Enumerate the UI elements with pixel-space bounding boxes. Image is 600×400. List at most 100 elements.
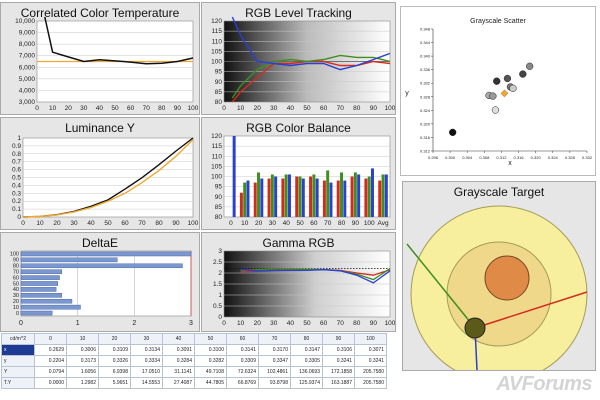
table-cell: 0.3241 — [354, 355, 387, 367]
cct-ytick-label: 7,000 — [19, 53, 36, 60]
rgb-level-tracking-ytick-label: 105 — [211, 48, 222, 55]
grayscale-scatter-point — [493, 77, 501, 85]
deltae-bar — [20, 293, 62, 298]
rgb-color-balance-xtick-label: Avg — [378, 220, 389, 227]
luminance-xtick-label: 10 — [36, 220, 44, 227]
table-cell: 66.8769 — [226, 377, 259, 389]
rgb-level-tracking-xtick-label: 20 — [254, 105, 262, 112]
grayscale-scatter-point — [509, 84, 517, 92]
grayscale-scatter-y-label: y — [405, 90, 409, 97]
rgb-color-balance-title: RGB Color Balance — [246, 121, 351, 135]
luminance-ytick-label: 0.5 — [12, 175, 21, 182]
deltae-bar — [20, 275, 60, 280]
deltae-bar — [20, 310, 53, 316]
rgb-color-balance-green-bar — [340, 172, 343, 217]
rgb-color-balance-green-bar — [367, 176, 371, 217]
gamma-rgb-xtick-label: 30 — [270, 320, 278, 327]
rgb-level-tracking-title: RGB Level Tracking — [245, 6, 352, 20]
deltae-bar — [20, 251, 192, 257]
rgb-color-balance-xtick-label: 30 — [269, 220, 277, 227]
gamma-rgb-xtick-label: 50 — [303, 320, 311, 327]
cct-ytick-label: 3,000 — [19, 99, 36, 106]
gamma-rgb-plot: 00.511.522.530 10 20 30 40 50 60 70 80 90 100 — [213, 248, 395, 327]
deltae-ytick-label: 90 — [13, 258, 19, 264]
gamma-rgb-ytick-label: 1.5 — [213, 281, 222, 288]
rgb-color-balance-green-bar — [312, 174, 316, 217]
rgb-color-balance-xtick-label: 10 — [241, 220, 249, 227]
grayscale-scatter-xtick-label: 0.320 — [531, 155, 542, 160]
target-inner-ring — [484, 255, 530, 301]
table-cell: 125.9374 — [290, 377, 323, 389]
table-row: T.Y 0.0000 1.2982 5.9651 14.5553 27.4087 44.78… — [1, 377, 387, 389]
grayscale-scatter-ytick-label: 0.332 — [420, 81, 431, 86]
table-cell: 17.0510 — [130, 366, 163, 378]
rgb-color-balance-ytick-label: 95 — [215, 184, 223, 191]
rgb-level-tracking-ytick-label: 90 — [215, 79, 223, 86]
rgb-color-balance-xtick-label: 50 — [296, 220, 304, 227]
table-cell: 0.3241 — [322, 355, 355, 367]
cct-xtick-label: 0 — [35, 105, 39, 112]
table-header-cell: 70 — [258, 333, 291, 345]
cct-xtick-label: 50 — [111, 105, 119, 112]
table-header-cell: 60 — [226, 333, 259, 345]
table-row-label: T.Y — [1, 377, 35, 389]
rgb-level-tracking-ytick-label: 115 — [212, 28, 223, 35]
rgb-level-tracking-ytick-label: 110 — [212, 38, 223, 45]
deltae-ytick-label: 50 — [13, 281, 19, 287]
deltae-chart: DeltaE 0 1 2 3 0 10 20 30 40 50 60 70 80 90 100 — [0, 232, 200, 332]
deltae-ytick-label: 10 — [13, 305, 19, 311]
luminance-xtick-label: 50 — [104, 220, 112, 227]
deltae-bar — [20, 298, 73, 304]
rgb-level-tracking-xtick-label: 50 — [303, 105, 311, 112]
rgb-color-balance-blue-bar — [274, 176, 278, 217]
rgb-color-balance-chart: RGB Color Balance 80 85 90 95 100 105 110 115 12… — [201, 117, 396, 230]
gamma-rgb-blue-line — [240, 269, 391, 284]
cct-ytick-label: 9,000 — [19, 30, 36, 37]
rgb-color-balance-xtick-label: 0 — [229, 220, 233, 227]
cct-plot: 3,000 4,000 5,000 6,000 7,000 8,000 9,000 10,00… — [15, 16, 199, 112]
grayscale-scatter-point — [491, 106, 500, 114]
table-cell: 0.3309 — [226, 355, 259, 367]
target-center-marker — [464, 317, 486, 339]
gamma-rgb-xtick-label: 60 — [320, 320, 328, 327]
luminance-plot: 00.10.20.30.40.50.60.70.80.910 10 20 30 40 50… — [12, 135, 199, 227]
rgb-color-balance-blue-bar — [246, 180, 250, 217]
rgb-color-balance-blue-bar — [370, 168, 374, 217]
deltae-xtick-label: 2 — [132, 320, 136, 327]
table-cell: 0.3284 — [162, 355, 195, 367]
rgb-color-balance-ytick-label: 85 — [215, 204, 223, 211]
rgb-level-tracking-ytick-label: 85 — [215, 89, 223, 96]
target-green-vector — [406, 243, 476, 329]
table-cell: 0.3100 — [194, 344, 227, 356]
cct-xtick-label: 10 — [49, 105, 57, 112]
rgb-color-balance-ytick-label: 110 — [212, 153, 223, 160]
rgb-color-balance-green-bar — [270, 174, 274, 217]
luminance-orange-line — [22, 139, 194, 218]
table-row: x 0.2629 0.3006 0.3109 0.3134 0.3091 0.3100 0.3… — [1, 344, 387, 356]
table-cell: 0.3141 — [226, 344, 259, 356]
table-cell: 0.3173 — [66, 355, 99, 367]
table-row: Y 0.0794 1.6056 6.9398 17.0510 31.1141 49.7108… — [1, 366, 387, 378]
cct-chart: Correlated Color Temperature 3,000 4,000 5… — [0, 2, 200, 115]
table-cell: 0.3147 — [290, 344, 323, 356]
table-cell: 0.2204 — [34, 355, 67, 367]
rgb-level-tracking-xtick-label: 40 — [287, 105, 295, 112]
table-cell: 0.3170 — [258, 344, 291, 356]
cct-xtick-label: 60 — [127, 105, 135, 112]
luminance-ytick-label: 1 — [17, 135, 21, 142]
cct-xtick-label: 70 — [143, 105, 151, 112]
grayscale-scatter-xtick-label: 0.296 — [428, 155, 439, 160]
rgb-color-balance-red-bar — [239, 192, 243, 217]
table-cell: 1.2982 — [66, 377, 99, 389]
cct-ytick-label: 5,000 — [19, 76, 36, 83]
deltae-bar — [20, 304, 81, 310]
table-header-cell: 90 — [322, 333, 355, 345]
rgb-color-balance-green-bar — [257, 172, 260, 217]
deltae-ytick-label: 40 — [13, 287, 19, 293]
rgb-color-balance-red-bar — [253, 182, 257, 217]
deltae-ytick-label: 60 — [13, 275, 19, 281]
table-cell: 163.1887 — [322, 377, 355, 389]
rgb-color-balance-red-bar — [322, 180, 326, 217]
luminance-chart: Luminance Y 0 0.1 0.2 0.3 0.4 0.5 0.6 0.7 0.8 0.9… — [0, 117, 200, 230]
